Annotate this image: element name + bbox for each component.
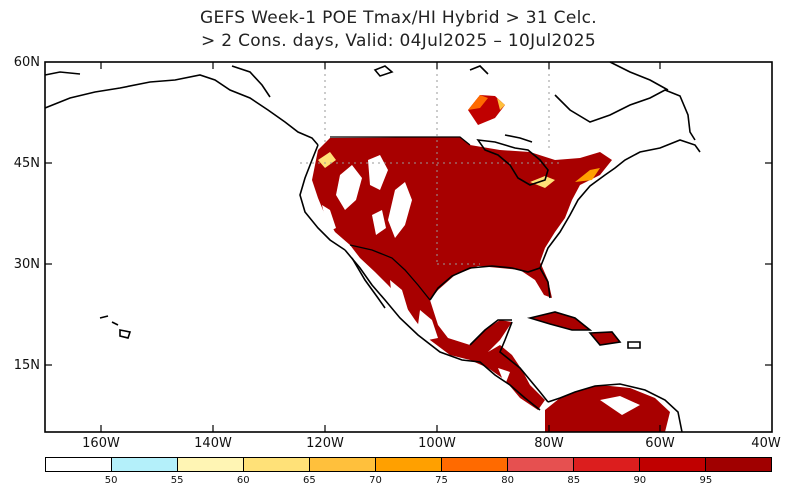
legend-swatch [574,458,640,471]
lon-label-40w: 40W [751,436,781,451]
lon-label-140w: 140W [194,436,232,451]
legend-tick-label: 95 [699,475,713,486]
legend-tick-label: 70 [369,475,382,486]
legend-swatch [46,458,112,471]
legend-swatch [508,458,574,471]
legend-swatch [244,458,310,471]
legend-swatch [310,458,376,471]
map-frame [44,61,773,433]
color-legend-bar [45,457,772,472]
legend-tick-label: 80 [501,475,514,486]
legend-tick-label: 65 [302,475,316,486]
mexico-heat-region [350,245,512,360]
legend-tick-label: 55 [170,475,184,486]
lon-label-60w: 60W [645,436,675,451]
legend-swatch [178,458,244,471]
coastlines [44,61,701,433]
map-title-line1: GEFS Week-1 POE Tmax/HI Hybrid > 31 Celc… [200,8,597,28]
lower-probability-patches [318,95,600,188]
lat-label-15n: 15N [13,358,40,373]
lat-label-45n: 45N [13,156,40,171]
lat-label-30n: 30N [13,257,40,272]
legend-tick-label: 60 [236,475,250,486]
legend-swatch [376,458,442,471]
cuba-heat-region [530,312,590,330]
legend-tick-label: 90 [633,475,647,486]
below-threshold-areas [322,155,640,415]
gridlines [300,62,560,265]
legend-tick-label: 75 [435,475,448,486]
legend-swatch [706,458,771,471]
map-title-line2: > 2 Cons. days, Valid: 04Jul2025 – 10Jul… [201,31,596,51]
country-borders [330,136,471,301]
axis-ticks [45,62,772,432]
lon-label-160w: 160W [82,436,120,451]
lon-label-100w: 100W [418,436,456,451]
legend-swatch [442,458,508,471]
lat-label-60n: 60N [13,55,40,70]
legend-tick-label: 85 [567,475,581,486]
south-america-heat-region [545,385,670,432]
lon-label-120w: 120W [306,436,344,451]
legend-swatch [640,458,706,471]
legend-swatch [112,458,178,471]
conus-heat-region [312,137,612,300]
lon-label-80w: 80W [534,436,564,451]
legend-tick-label: 50 [104,475,118,486]
